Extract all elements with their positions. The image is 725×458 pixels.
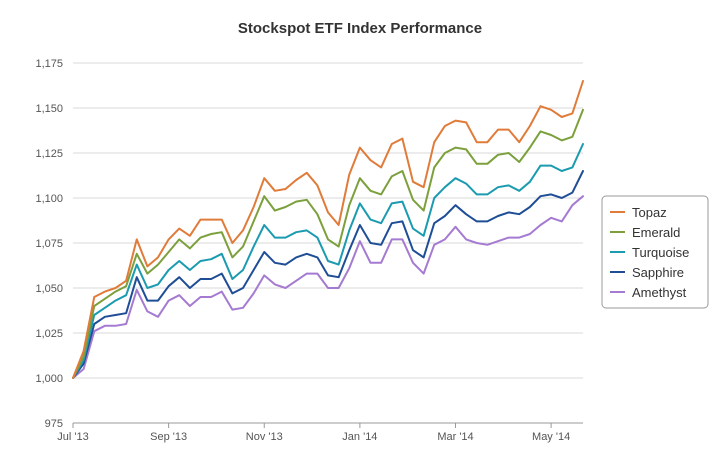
series-lines xyxy=(72,80,584,379)
legend-item-topaz[interactable]: Topaz xyxy=(610,205,667,220)
legend-label: Emerald xyxy=(632,225,680,240)
y-tick-label: 1,100 xyxy=(35,193,63,205)
x-tick-label: Jan '14 xyxy=(342,431,377,443)
legend-label: Amethyst xyxy=(632,285,687,300)
legend[interactable]: Topaz Emerald Turquoise Sapphire Amethyst xyxy=(601,195,709,309)
legend-item-turquoise[interactable]: Turquoise xyxy=(610,245,689,260)
gridlines xyxy=(73,62,583,424)
series-line-emerald xyxy=(72,108,584,379)
y-tick-label: 1,175 xyxy=(35,58,63,70)
legend-label: Turquoise xyxy=(632,245,689,260)
legend-box xyxy=(601,195,709,309)
chart-title: Stockspot ETF Index Performance xyxy=(238,20,482,37)
series-line-turquoise xyxy=(72,143,584,379)
series-line-sapphire xyxy=(72,170,584,379)
x-tick-label: May '14 xyxy=(532,431,570,443)
legend-item-sapphire[interactable]: Sapphire xyxy=(610,265,684,280)
legend-item-emerald[interactable]: Emerald xyxy=(610,225,680,240)
y-tick-label: 1,125 xyxy=(35,148,63,160)
series-line-topaz xyxy=(72,80,584,379)
y-tick-label: 1,050 xyxy=(35,283,63,295)
legend-label: Topaz xyxy=(632,205,667,220)
y-tick-label: 1,025 xyxy=(35,328,63,340)
legend-item-amethyst[interactable]: Amethyst xyxy=(610,285,687,300)
x-tick-label: Nov '13 xyxy=(246,431,283,443)
y-tick-label: 1,000 xyxy=(35,373,63,385)
axes: 975 1,000 1,025 1,050 1,075 1,100 1,125 1,150 1,… xyxy=(35,58,570,443)
y-tick-label: 1,150 xyxy=(35,103,63,115)
series-line-amethyst xyxy=(72,195,584,379)
legend-label: Sapphire xyxy=(632,265,684,280)
y-tick-label: 975 xyxy=(45,418,63,430)
y-tick-label: 1,075 xyxy=(35,238,63,250)
x-tick-label: Sep '13 xyxy=(150,431,187,443)
x-tick-label: Mar '14 xyxy=(437,431,473,443)
x-tick-label: Jul '13 xyxy=(57,431,88,443)
